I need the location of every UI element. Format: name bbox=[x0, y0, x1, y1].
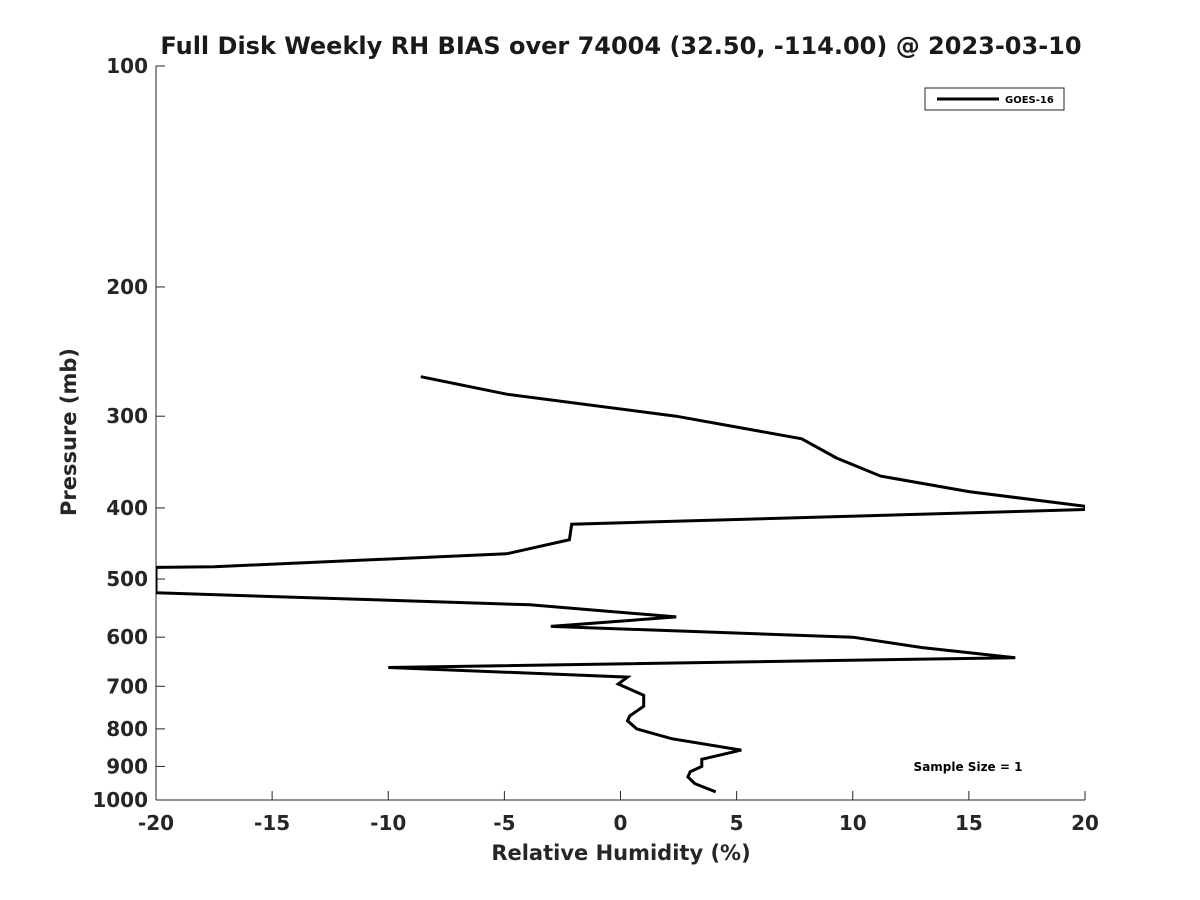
y-tick-label: 600 bbox=[106, 625, 148, 649]
y-tick-label: 900 bbox=[106, 754, 148, 778]
legend-label: GOES-16 bbox=[1005, 95, 1054, 106]
x-tick-label: -10 bbox=[370, 811, 406, 835]
y-tick-label: 200 bbox=[106, 275, 148, 299]
y-tick-label: 500 bbox=[106, 567, 148, 591]
x-tick-label: 5 bbox=[730, 811, 744, 835]
y-tick-label: 300 bbox=[106, 404, 148, 428]
y-tick-label: 400 bbox=[106, 496, 148, 520]
y-tick-label: 100 bbox=[106, 54, 148, 78]
plot-area: -20 -15 -10 -5 0 5 10 15 20 100 200 300 400 500 600 700… bbox=[92, 54, 1099, 835]
x-tick-label: -20 bbox=[138, 811, 174, 835]
sample-size-annotation: Sample Size = 1 bbox=[914, 760, 1023, 774]
x-axis-label: Relative Humidity (%) bbox=[491, 841, 750, 865]
x-tick-label: 15 bbox=[955, 811, 983, 835]
x-tick-label: 10 bbox=[839, 811, 867, 835]
x-tick-label: -15 bbox=[254, 811, 290, 835]
x-tick-label: 20 bbox=[1071, 811, 1099, 835]
x-tick-label: -5 bbox=[493, 811, 515, 835]
y-tick-label: 800 bbox=[106, 717, 148, 741]
series-line-goes-16 bbox=[156, 375, 1085, 794]
y-axis-label: Pressure (mb) bbox=[57, 348, 81, 516]
legend: GOES-16 bbox=[924, 87, 1065, 111]
x-tick-label: 0 bbox=[614, 811, 628, 835]
y-tick-label: 700 bbox=[106, 674, 148, 698]
chart-title: Full Disk Weekly RH BIAS over 74004 (32.… bbox=[160, 32, 1081, 60]
y-tick-label: 1000 bbox=[92, 788, 148, 812]
